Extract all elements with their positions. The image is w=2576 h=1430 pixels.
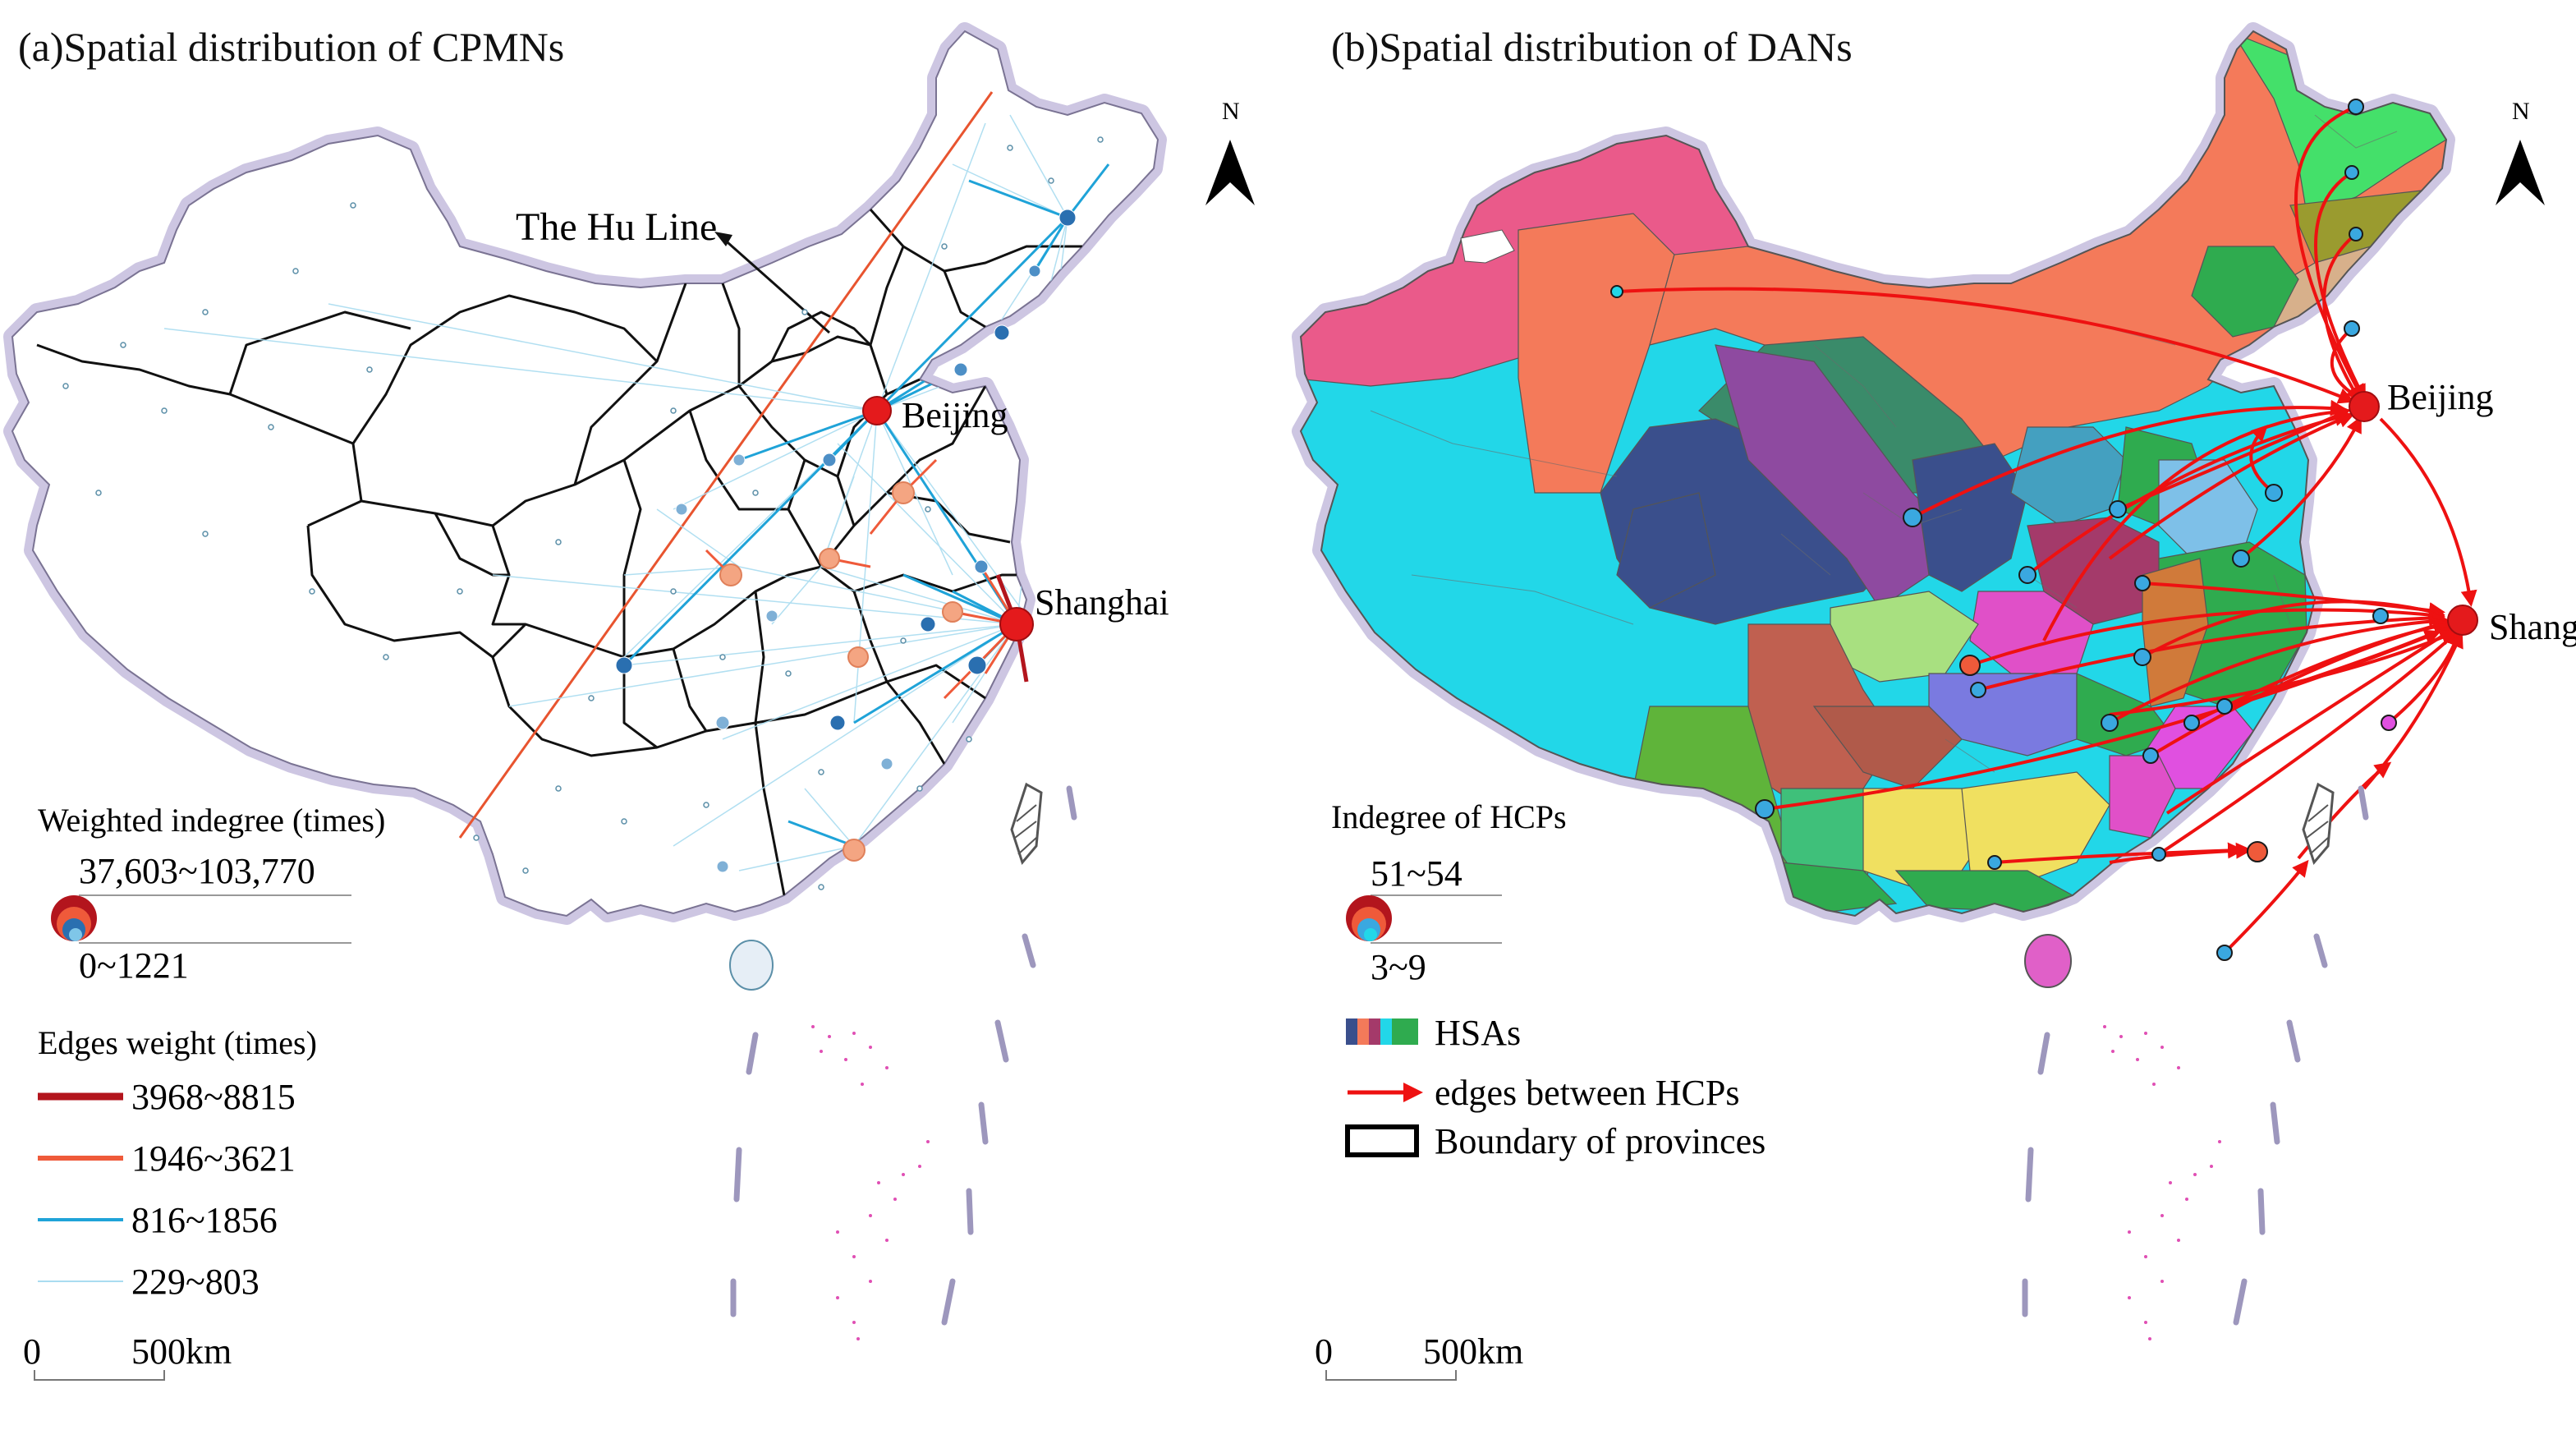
legend-boundary-label: Boundary of provinces: [1435, 1121, 1766, 1161]
panel-a-title: (a)Spatial distribution of CPMNs: [18, 24, 565, 70]
medium-nodes-a: [615, 209, 1077, 873]
scale-zero-a: 0: [23, 1331, 41, 1372]
panel-cpmns: (a)Spatial distribution of CPMNs: [0, 0, 1255, 1381]
legend-indegree-min-b: 3~9: [1371, 947, 1426, 987]
legend-indegree-max-b: 51~54: [1371, 853, 1462, 894]
city-label-shanghai-b: Shanghai: [2489, 607, 2576, 647]
city-label-beijing-a: Beijing: [902, 395, 1008, 435]
south-sea-islands-b: [2022, 782, 2369, 1340]
legend-indegree-max-a: 37,603~103,770: [79, 851, 315, 891]
scale-distance-b: 500km: [1423, 1331, 1523, 1372]
legend-indegree-min-a: 0~1221: [79, 945, 189, 986]
legend-indegree-title-a: Weighted indegree (times): [38, 802, 385, 839]
scale-distance-a: 500km: [131, 1331, 232, 1372]
legend-edge-label-3: 229~803: [131, 1262, 259, 1302]
legend-edges-a: Edges weight (times) 3968~8815 1946~3621…: [38, 1024, 317, 1302]
scale-bar-a: 0 500km: [23, 1331, 232, 1381]
hub-beijing-a: [862, 396, 892, 425]
south-sea-islands-a: [729, 782, 1077, 1340]
hu-line-arrowhead: [714, 232, 732, 246]
legend-edge-label-1: 1946~3621: [131, 1138, 296, 1179]
hsa-swatch: [1346, 1018, 1418, 1045]
country-outline-a: [11, 30, 1159, 917]
north-arrow-icon-a: N: [1205, 98, 1255, 205]
north-label-b: N: [2512, 98, 2530, 125]
panel-dans: (b)Spatial distribution of DANs: [1288, 0, 2576, 1430]
hub-beijing-b: [2349, 391, 2380, 422]
map-b: Beijing Shanghai: [1288, 0, 2576, 1381]
hu-line-arrow: [720, 235, 830, 334]
edge-arrow-icon: [1403, 1083, 1423, 1102]
boundary-swatch: [1345, 1124, 1419, 1157]
north-label-a: N: [1222, 98, 1240, 125]
small-nodes-a: [62, 136, 1104, 890]
legend-edge-label-2: 816~1856: [131, 1200, 278, 1240]
panel-b-title: (b)Spatial distribution of DANs: [1331, 24, 1853, 70]
hsa-regions: [1301, 31, 2446, 916]
north-arrow-icon-b: N: [2496, 98, 2545, 205]
legend-hsa-label: HSAs: [1435, 1013, 1521, 1053]
city-label-beijing-b: Beijing: [2387, 377, 2494, 417]
map-gap-b: [1460, 229, 1515, 264]
hub-shanghai-b: [2447, 605, 2478, 636]
scale-bar-b: 0 500km: [1315, 1331, 1523, 1381]
scale-zero-b: 0: [1315, 1331, 1333, 1372]
hcp-nodes: [1610, 99, 2397, 961]
orange-nodes-a: [719, 481, 963, 862]
hu-line-label: The Hu Line: [516, 205, 717, 249]
legend-b: Indegree of HCPs 51~54 3~9 HSAs edges be…: [1331, 798, 1766, 1161]
legend-edge-label-0: 3968~8815: [131, 1077, 296, 1117]
legend-edges-title-a: Edges weight (times): [38, 1024, 317, 1061]
hu-line: [458, 91, 994, 839]
legend-edges-label-b: edges between HCPs: [1435, 1073, 1740, 1113]
map-a: The Hu Line: [0, 0, 1255, 1381]
city-label-shanghai-a: Shanghai: [1035, 582, 1169, 623]
legend-indegree-a: Weighted indegree (times) 37,603~103,770…: [38, 802, 385, 986]
hub-shanghai-a: [999, 607, 1034, 641]
legend-indegree-title-b: Indegree of HCPs: [1331, 798, 1567, 835]
